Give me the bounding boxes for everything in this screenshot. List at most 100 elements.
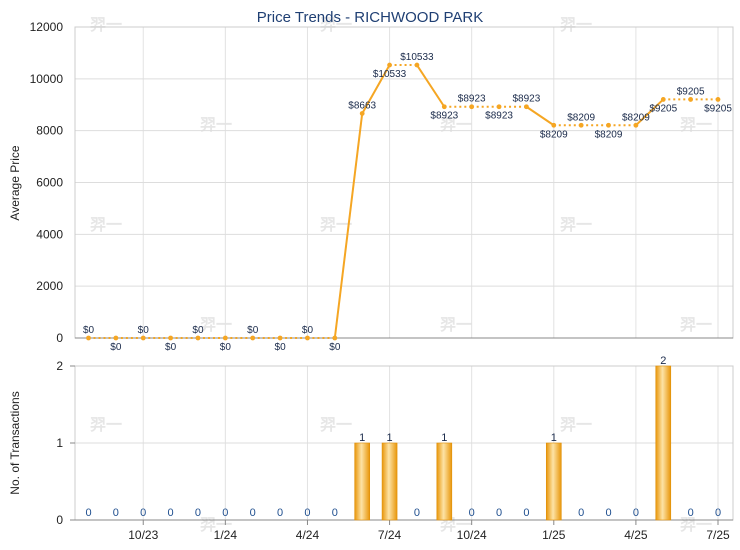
x-tick-label: 4/25 (624, 528, 648, 542)
transaction-count-label: 0 (140, 507, 146, 519)
price-data-label: $9205 (704, 103, 732, 114)
price-data-label: $8923 (513, 94, 541, 105)
transaction-count-label: 0 (85, 507, 91, 519)
transaction-count-label: 0 (633, 507, 639, 519)
x-tick-label: 4/24 (296, 528, 320, 542)
price-data-label: $8923 (485, 111, 513, 122)
x-tick-label: 10/24 (457, 528, 487, 542)
price-data-label: $0 (192, 325, 204, 336)
price-line-segment (525, 105, 555, 127)
watermark: 羿一 (320, 415, 352, 434)
transaction-count-label: 1 (551, 432, 557, 444)
price-point (606, 122, 611, 128)
gridlines (75, 26, 733, 521)
transaction-bars (354, 365, 672, 521)
price-tick-label: 10000 (30, 72, 64, 86)
price-point (387, 62, 392, 68)
price-data-label: $8923 (430, 111, 458, 122)
price-data-label: $8209 (622, 112, 650, 123)
price-point (113, 335, 119, 341)
watermark: 羿一 (560, 215, 592, 234)
x-tick-label: 7/24 (378, 528, 402, 542)
transaction-count-label: 0 (195, 507, 201, 519)
transaction-count-label: 2 (660, 355, 666, 367)
price-data-label: $0 (83, 325, 95, 336)
price-data-label: $9205 (649, 103, 677, 114)
price-point (305, 335, 310, 341)
price-line (86, 62, 721, 341)
price-data-label: $8663 (348, 100, 376, 111)
price-data-label: $8209 (567, 112, 595, 123)
price-line-segment (635, 98, 664, 126)
price-data-label: $8209 (595, 129, 623, 140)
price-point (633, 122, 639, 128)
transaction-count-label: 0 (523, 507, 529, 519)
price-data-label: $9205 (677, 86, 705, 97)
price-tick-label: 2000 (36, 279, 63, 293)
watermark: 羿一 (200, 315, 232, 334)
x-tick-label: 1/24 (214, 528, 238, 542)
transaction-count-label: 0 (304, 507, 310, 519)
transaction-count-label: 1 (387, 432, 393, 444)
price-point (359, 111, 365, 116)
price-point (441, 104, 447, 110)
transaction-count-label: 0 (332, 507, 338, 519)
price-point (332, 335, 338, 341)
transaction-count-label: 0 (222, 507, 228, 519)
price-point (578, 122, 584, 128)
transactions-axis-label: No. of Transactions (8, 391, 22, 494)
watermark: 羿一 (680, 115, 712, 134)
price-line-segment (361, 64, 391, 114)
watermark: 羿一 (320, 215, 352, 234)
transaction-count-label: 0 (715, 507, 721, 519)
price-point (469, 104, 475, 110)
price-data-label: $0 (329, 342, 341, 353)
transaction-count-label: 0 (578, 507, 584, 519)
watermark: 羿一 (320, 15, 352, 34)
price-data-label: $8209 (540, 129, 568, 140)
price-point (688, 97, 694, 102)
transactions-tick-label: 1 (56, 436, 63, 450)
price-line-segment (416, 64, 446, 108)
price-data-label: $0 (110, 342, 122, 353)
price-data-label: $0 (275, 342, 287, 353)
transactions-tick-label: 2 (56, 359, 63, 373)
transaction-count-label: 0 (250, 507, 256, 519)
watermark: 羿一 (200, 115, 232, 134)
transaction-count-label: 0 (469, 507, 475, 519)
price-data-label: $0 (138, 325, 150, 336)
price-data-label: $0 (220, 342, 232, 353)
price-point (496, 104, 502, 110)
price-data-label: $0 (302, 325, 314, 336)
price-point (222, 335, 228, 341)
transaction-bar (655, 365, 672, 521)
watermark: 羿一 (440, 315, 472, 334)
price-data-label: $8923 (458, 94, 486, 105)
price-data-label: $10533 (400, 52, 434, 63)
price-data-label: $0 (247, 325, 259, 336)
price-point (660, 97, 666, 102)
transaction-count-label: 0 (496, 507, 502, 519)
transaction-bar (545, 442, 562, 521)
price-tick-label: 12000 (30, 20, 64, 34)
transaction-count-label: 0 (277, 507, 283, 519)
price-axis-label: Average Price (8, 145, 22, 220)
price-point (86, 335, 91, 341)
price-point (140, 335, 146, 341)
watermark: 羿一 (680, 315, 712, 334)
transactions-tick-label: 0 (56, 513, 63, 527)
price-tick-label: 0 (56, 331, 63, 345)
price-tick-label: 4000 (36, 227, 63, 241)
price-data-label: $0 (165, 342, 177, 353)
price-point (715, 97, 721, 102)
watermark: 羿一 (560, 15, 592, 34)
transaction-count-label: 1 (359, 432, 365, 444)
watermark: 羿一 (560, 415, 592, 434)
transaction-count-label: 0 (168, 507, 174, 519)
x-tick-label: 10/23 (128, 528, 158, 542)
price-tick-label: 8000 (36, 124, 63, 138)
transaction-count-label: 0 (605, 507, 611, 519)
